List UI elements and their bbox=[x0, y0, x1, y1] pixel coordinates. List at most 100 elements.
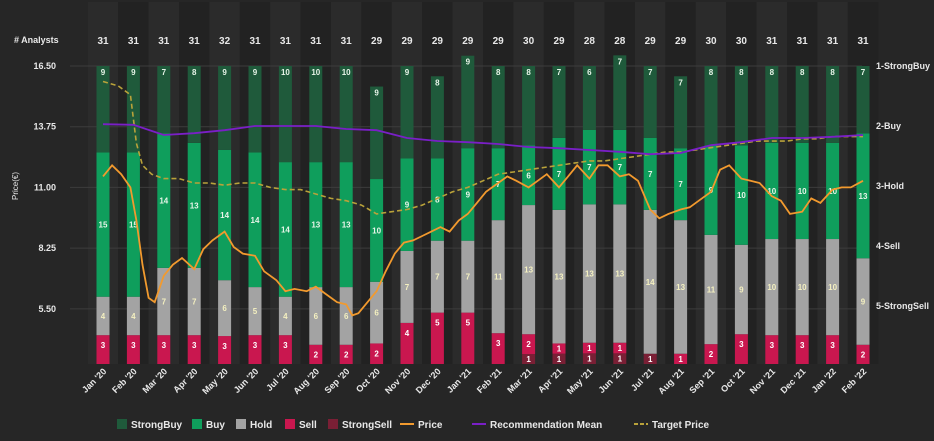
bar-sell bbox=[674, 353, 688, 364]
bar-hold bbox=[187, 267, 201, 336]
bar-sell bbox=[278, 335, 292, 364]
bar-value-label: 8 bbox=[435, 196, 440, 205]
bar-strongbuy bbox=[552, 66, 566, 138]
bar-sell bbox=[522, 334, 536, 355]
bar-hold bbox=[218, 280, 232, 337]
bar-sell bbox=[856, 344, 870, 364]
bar-sell bbox=[704, 344, 718, 364]
bar-value-label: 7 bbox=[466, 273, 471, 282]
bar-buy bbox=[278, 162, 292, 297]
bar-value-label: 2 bbox=[861, 350, 866, 359]
bar-value-label: 8 bbox=[192, 68, 197, 77]
analyst-count: 29 bbox=[401, 36, 413, 47]
bar-value-label: 8 bbox=[496, 68, 501, 77]
rating-tick-label: 5-StrongSell bbox=[876, 301, 929, 311]
bar-value-label: 3 bbox=[192, 341, 197, 350]
bar-value-label: 2 bbox=[344, 350, 349, 359]
bar-value-label: 3 bbox=[162, 341, 167, 350]
bar-value-label: 1 bbox=[648, 355, 653, 364]
bar-sell bbox=[309, 344, 323, 364]
bar-value-label: 3 bbox=[830, 341, 835, 350]
bar-buy bbox=[400, 158, 414, 251]
rating-tick-label: 3-Hold bbox=[876, 181, 904, 191]
bar-value-label: 8 bbox=[770, 68, 775, 77]
y-tick-label: 16.50 bbox=[33, 61, 56, 71]
bar-strongbuy bbox=[643, 66, 657, 138]
bar-sell bbox=[339, 344, 353, 364]
analyst-count: 32 bbox=[219, 36, 231, 47]
bar-strongsell bbox=[582, 353, 596, 364]
bar-value-label: 7 bbox=[587, 163, 592, 172]
bar-value-label: 2 bbox=[526, 340, 531, 349]
bar-value-label: 9 bbox=[466, 190, 471, 199]
recommendation-mean-line bbox=[102, 123, 864, 156]
bar-value-label: 13 bbox=[311, 221, 320, 230]
bar-value-label: 10 bbox=[342, 68, 351, 77]
bar-value-label: 1 bbox=[587, 344, 592, 353]
analyst-count: 31 bbox=[310, 36, 322, 47]
bar-buy bbox=[674, 148, 688, 221]
bar-buy bbox=[765, 142, 779, 240]
bar-value-label: 1 bbox=[587, 355, 592, 364]
bar-value-label: 10 bbox=[737, 191, 746, 200]
bar-value-label: 9 bbox=[131, 68, 136, 77]
bar-buy bbox=[157, 133, 171, 268]
bar-strongbuy bbox=[96, 66, 110, 153]
bar-strongbuy bbox=[522, 66, 536, 146]
bar-strongbuy bbox=[461, 55, 475, 149]
bar-value-label: 1 bbox=[557, 345, 562, 354]
bar-value-label: 3 bbox=[739, 340, 744, 349]
analyst-count: 31 bbox=[249, 36, 261, 47]
bar-strongbuy bbox=[765, 66, 779, 143]
bar-value-label: 8 bbox=[830, 68, 835, 77]
bar-sell bbox=[370, 343, 384, 364]
bar-sell bbox=[400, 322, 414, 364]
bar-buy bbox=[370, 179, 384, 282]
y-tick-label: 8.25 bbox=[38, 243, 56, 253]
bar-buy bbox=[613, 129, 627, 205]
bar-buy bbox=[218, 149, 232, 281]
bar-value-label: 13 bbox=[190, 201, 199, 210]
analyst-count: 31 bbox=[766, 36, 778, 47]
bar-sell bbox=[461, 312, 475, 364]
bar-hold bbox=[734, 244, 748, 335]
bar-value-label: 2 bbox=[374, 349, 379, 358]
bar-value-label: 6 bbox=[314, 312, 319, 321]
rating-tick-label: 2-Buy bbox=[876, 121, 901, 131]
bar-value-label: 3 bbox=[131, 341, 136, 350]
bar-sell bbox=[157, 335, 171, 364]
bar-value-label: 8 bbox=[739, 68, 744, 77]
bar-buy bbox=[582, 129, 596, 205]
bar-hold bbox=[278, 296, 292, 336]
bar-sell bbox=[187, 335, 201, 364]
bar-hold bbox=[309, 287, 323, 345]
bar-value-label: 10 bbox=[767, 283, 776, 292]
analyst-count: 30 bbox=[705, 36, 717, 47]
bar-value-label: 5 bbox=[435, 319, 440, 328]
analyst-count: 31 bbox=[189, 36, 201, 47]
bar-value-label: 7 bbox=[557, 170, 562, 179]
bar-strongbuy bbox=[339, 66, 353, 163]
bar-strongbuy bbox=[734, 66, 748, 146]
bar-strongbuy bbox=[400, 66, 414, 159]
analyst-count: 31 bbox=[797, 36, 809, 47]
bar-sell bbox=[613, 342, 627, 354]
y-tick-label: 5.50 bbox=[38, 304, 56, 314]
bar-value-label: 10 bbox=[798, 187, 807, 196]
bar-buy bbox=[248, 152, 262, 288]
bar-hold bbox=[795, 239, 809, 336]
analyst-count: 31 bbox=[158, 36, 170, 47]
bar-hold bbox=[96, 296, 110, 336]
bar-value-label: 3 bbox=[283, 341, 288, 350]
bar-value-label: 6 bbox=[344, 312, 349, 321]
analyst-count: 28 bbox=[584, 36, 596, 47]
bar-buy bbox=[795, 142, 809, 240]
bar-strongbuy bbox=[613, 55, 627, 130]
bar-strongbuy bbox=[430, 76, 444, 159]
bar-value-label: 7 bbox=[405, 283, 410, 292]
bar-value-label: 6 bbox=[374, 309, 379, 318]
bar-value-label: 8 bbox=[526, 68, 531, 77]
analyst-count: 31 bbox=[280, 36, 292, 47]
bar-value-label: 13 bbox=[524, 266, 533, 275]
